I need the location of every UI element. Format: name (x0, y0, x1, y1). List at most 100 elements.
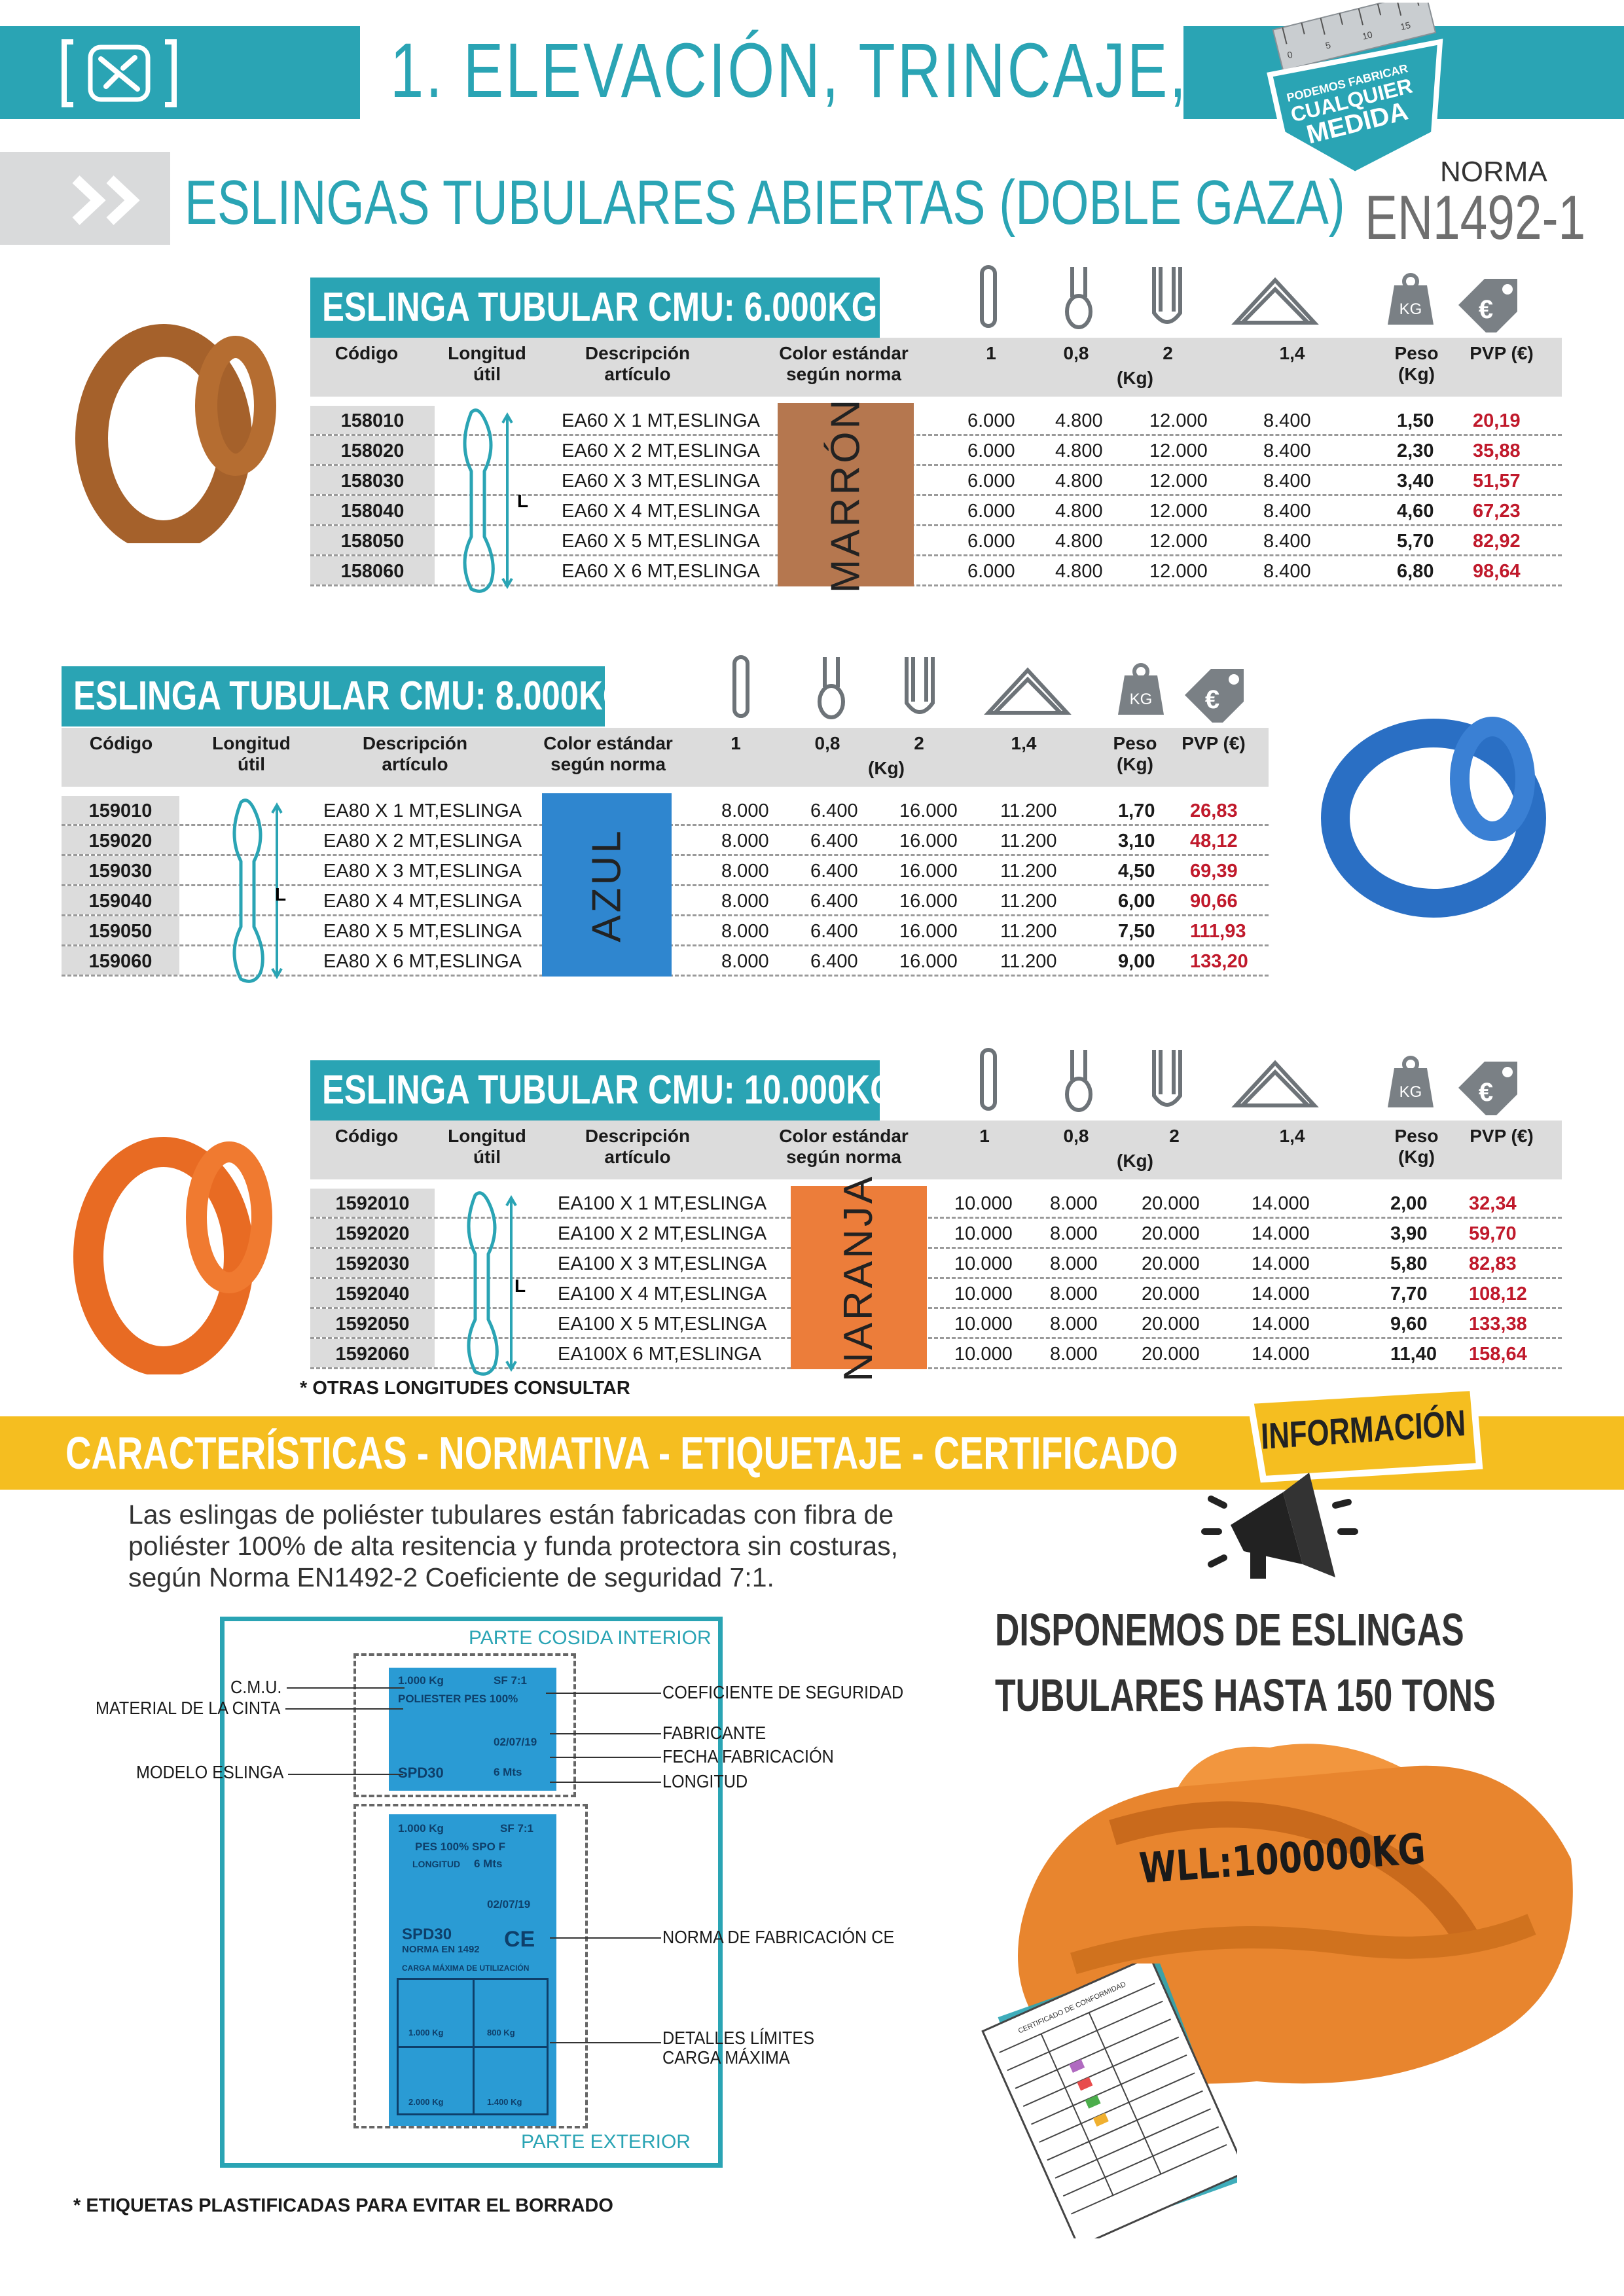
table3-kg-icon: KG (1399, 1083, 1422, 1101)
table-row: 158030 EA60 X 3 MT,ESLINGA 6.000 4.800 12.00… (310, 466, 1562, 496)
cell-desc: EA100 X 2 MT,ESLINGA (558, 1223, 767, 1244)
cell-f2: 4.800 (1055, 501, 1103, 522)
cell-f2: 4.800 (1055, 531, 1103, 552)
cell-f4: 8.400 (1263, 410, 1311, 431)
cell-f3: 20.000 (1142, 1283, 1200, 1304)
table-row: 158050 EA60 X 5 MT,ESLINGA 6.000 4.800 12.00… (310, 526, 1562, 556)
table-row: 1592030 EA100 X 3 MT,ESLINGA 10.000 8.000 20… (310, 1249, 1562, 1279)
cell-f3: 12.000 (1149, 471, 1208, 492)
otag-model: SPD30 (402, 1926, 452, 1943)
callout-detalles: DETALLES LÍMITES (662, 2028, 815, 2048)
cell-f1: 10.000 (954, 1193, 1013, 1214)
table-row: 1592040 EA100 X 4 MT,ESLINGA 10.000 8.000 20… (310, 1279, 1562, 1309)
col-longitud: Longitud útil (448, 343, 526, 384)
cell-f2: 6.400 (810, 800, 858, 821)
table1-title-bar: ESLINGA TUBULAR CMU: 6.000KG (310, 278, 880, 338)
cell-pvp: 82,92 (1473, 531, 1521, 552)
callout-fab: FABRICANTE (662, 1723, 767, 1743)
cell-code: 1592060 (310, 1339, 435, 1367)
callout-longitud-line (550, 1782, 661, 1783)
table2-header: Código Longitud útil Descripción artícul… (62, 728, 1269, 787)
cell-f1: 8.000 (721, 861, 769, 882)
cell-pvp: 51,57 (1473, 471, 1521, 492)
otag-date: 02/07/19 (487, 1898, 531, 1910)
outer-tag-outline (353, 1804, 588, 2128)
callout-modelo-line (288, 1774, 403, 1775)
outer-tag: 1.000 Kg SF 7:1 PES 100% SPO F LONGITUD … (389, 1814, 556, 2126)
otag-cmu: 1.000 Kg (398, 1822, 444, 1835)
cell-f4: 11.200 (1000, 891, 1057, 912)
col-f3: 2 (1169, 1126, 1180, 1146)
cell-desc: EA100 X 5 MT,ESLINGA (558, 1314, 767, 1335)
cell-pvp: 59,70 (1469, 1223, 1517, 1244)
cell-f4: 8.400 (1263, 501, 1311, 522)
col-kg: (Kg) (1117, 1151, 1153, 1171)
col-f1: 1 (731, 733, 741, 753)
col-f4: 1,4 (1279, 1126, 1305, 1146)
cell-f4: 14.000 (1252, 1344, 1310, 1365)
cell-desc: EA60 X 3 MT,ESLINGA (562, 471, 761, 492)
cell-pvp: 133,20 (1190, 951, 1248, 972)
cell-f3: 16.000 (899, 921, 958, 942)
cell-pvp: 48,12 (1190, 831, 1238, 852)
norma-label: NORMA (1440, 156, 1547, 188)
otag-sf: SF 7:1 (500, 1822, 534, 1835)
col-pvp: PVP (€) (1470, 343, 1534, 363)
cell-peso: 11,40 (1390, 1344, 1437, 1365)
col-longitud: Longitud útil (212, 733, 291, 774)
cell-f1: 8.000 (721, 951, 769, 972)
svg-text:€: € (1479, 295, 1493, 324)
cell-peso: 4,60 (1397, 501, 1434, 522)
table3-sling-icons: KG € (967, 1043, 1557, 1121)
cell-code: 158030 (310, 466, 435, 494)
table3-title: ESLINGA TUBULAR CMU: 10.000KG (322, 1067, 880, 1113)
table1-color-name: MARRÓN (823, 397, 869, 593)
table2-title-bar: ESLINGA TUBULAR CMU: 8.000KG (62, 666, 605, 726)
cell-f1: 10.000 (954, 1314, 1013, 1335)
svg-text:€: € (1205, 685, 1219, 714)
otag-ce: CE (504, 1927, 535, 1952)
cell-f4: 14.000 (1252, 1283, 1310, 1304)
table3-title-bar: ESLINGA TUBULAR CMU: 10.000KG (310, 1060, 880, 1121)
table1-length-L: L (517, 491, 528, 511)
cell-f1: 6.000 (967, 410, 1015, 431)
cell-pvp: 90,66 (1190, 891, 1238, 912)
table3-length-L: L (514, 1276, 526, 1296)
cell-f1: 8.000 (721, 800, 769, 821)
cell-f3: 20.000 (1142, 1344, 1200, 1365)
cell-peso: 6,00 (1118, 891, 1155, 912)
otag-longitud: LONGITUD (412, 1859, 461, 1869)
cell-peso: 3,10 (1118, 831, 1155, 852)
cell-f4: 11.200 (1000, 800, 1057, 821)
table-row: 158020 EA60 X 2 MT,ESLINGA 6.000 4.800 12.00… (310, 436, 1562, 466)
callout-detalles-line (550, 2042, 661, 2043)
cell-f1: 6.000 (967, 531, 1015, 552)
cell-desc: EA80 X 3 MT,ESLINGA (323, 861, 522, 882)
cell-f4: 11.200 (1000, 861, 1057, 882)
cell-f2: 8.000 (1050, 1223, 1098, 1244)
cell-f4: 8.400 (1263, 440, 1311, 461)
cell-pvp: 69,39 (1190, 861, 1238, 882)
cell-f3: 12.000 (1149, 410, 1208, 431)
cell-f3: 20.000 (1142, 1314, 1200, 1335)
col-peso: Peso (Kg) (1113, 733, 1157, 774)
cell-pvp: 98,64 (1473, 561, 1521, 582)
cell-peso: 3,90 (1390, 1223, 1428, 1244)
table1-title: ESLINGA TUBULAR CMU: 6.000KG (322, 285, 878, 330)
callout-fecha: FECHA FABRICACIÓN (662, 1746, 834, 1767)
cell-f3: 20.000 (1142, 1193, 1200, 1214)
cell-f2: 8.000 (1050, 1253, 1098, 1274)
table-row: 1592020 EA100 X 2 MT,ESLINGA 10.000 8.000 20… (310, 1219, 1562, 1249)
col-descripcion: Descripción artículo (585, 1126, 691, 1167)
callout-coef-line (546, 1693, 661, 1694)
cell-desc: EA100 X 1 MT,ESLINGA (558, 1193, 767, 1214)
col-color: Color estándar según norma (779, 1126, 909, 1167)
cell-f4: 8.400 (1263, 531, 1311, 552)
cell-peso: 7,50 (1118, 921, 1155, 942)
table-row: 158060 EA60 X 6 MT,ESLINGA 6.000 4.800 12.00… (310, 556, 1562, 586)
callout-fecha-line (550, 1757, 661, 1758)
cell-f4: 8.400 (1263, 471, 1311, 492)
cell-code: 158050 (310, 526, 435, 554)
cell-pvp: 158,64 (1469, 1344, 1527, 1365)
cell-f4: 11.200 (1000, 951, 1057, 972)
